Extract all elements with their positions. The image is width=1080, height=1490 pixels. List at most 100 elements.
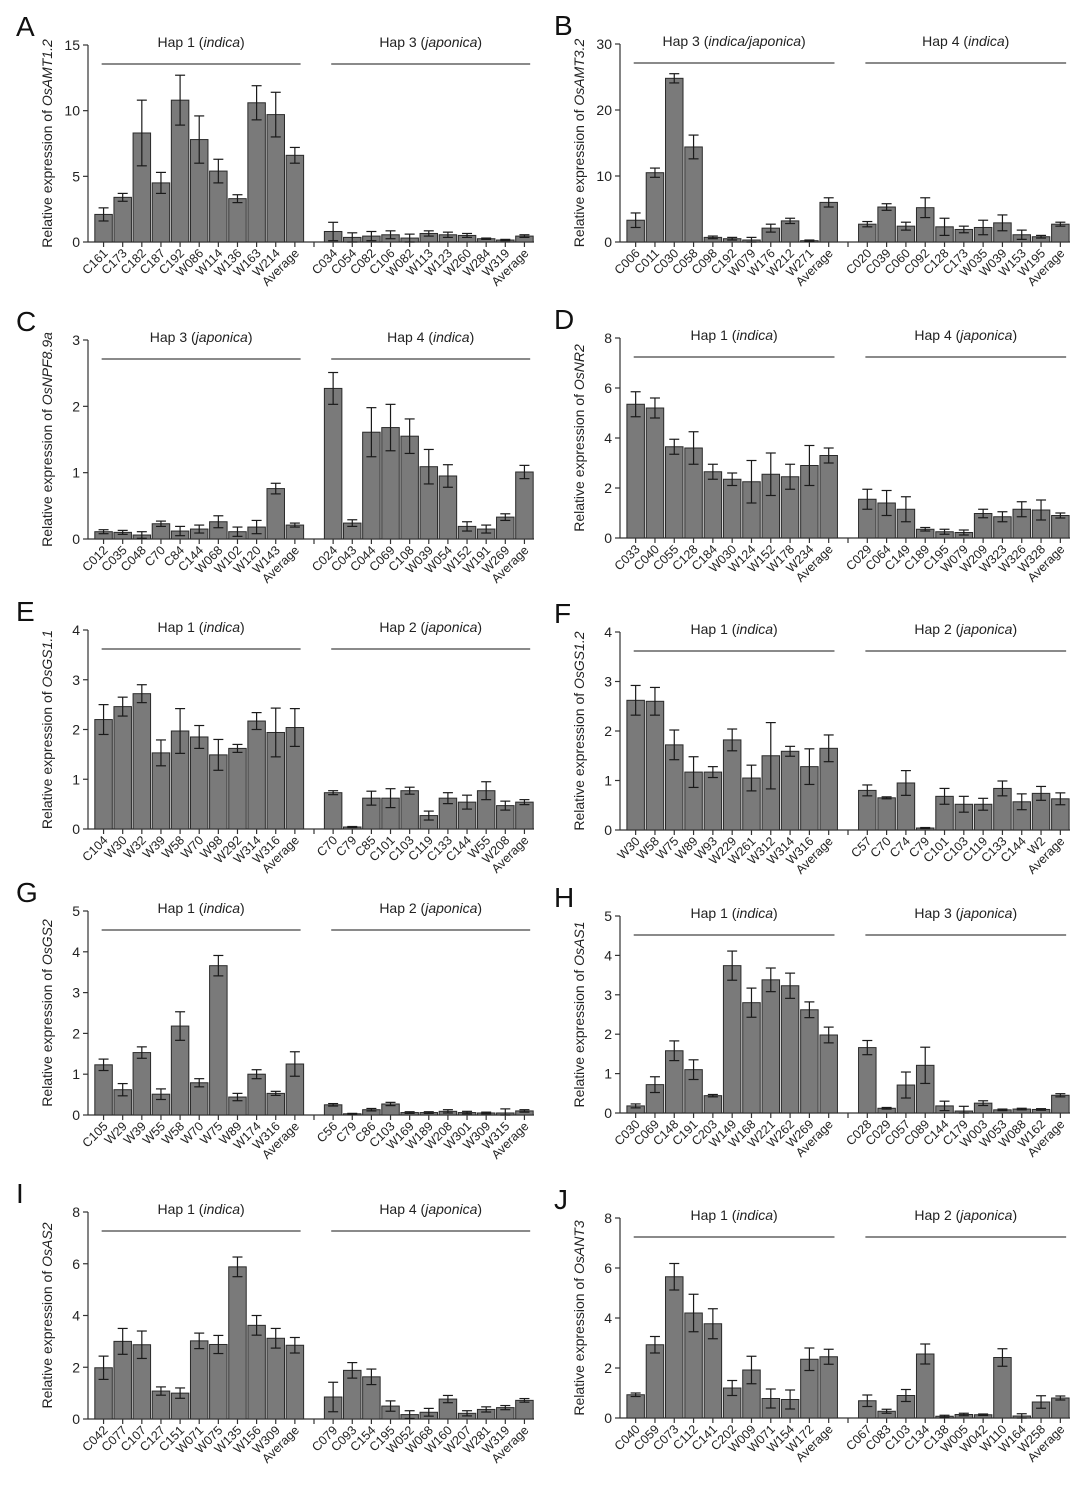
error-bar [862,1039,873,1056]
panel-letter: J [554,1184,568,1215]
error-bar [688,134,699,160]
bar [626,699,645,831]
error-bar [519,234,530,239]
y-tick-label: 1 [72,465,80,481]
error-bar [136,99,147,167]
y-tick-label: 8 [604,1210,612,1226]
subspecies-label: japonica [958,327,1012,343]
error-bar [1055,792,1066,806]
error-bar [423,230,434,237]
panel-letter: E [16,596,35,627]
bar [515,801,534,830]
error-bar [630,391,641,418]
bar [400,790,419,830]
bar [722,965,742,1114]
error-bar [920,197,931,219]
error-bar [136,1330,147,1360]
haplotype-label: Hap 1 [691,327,729,343]
paren-open: ( [195,34,204,50]
error-bar [328,221,339,242]
error-bar [366,790,377,806]
y-tick-label: 4 [72,622,80,638]
paren-open: ( [952,905,961,921]
error-bar [939,787,950,805]
error-bar [669,729,680,761]
y-axis-label-prefix: Relative expression of [39,106,55,248]
error-bar [862,1394,873,1408]
error-bar [385,788,396,809]
haplotype-label: Hap 1 [691,1207,729,1223]
haplotype-label: Hap 1 [158,34,196,50]
paren-close: ) [773,621,778,637]
y-axis-label-gene: OsGS2 [39,919,55,965]
bar [703,1095,723,1114]
error-bar [194,724,205,750]
error-bar [1036,234,1047,239]
error-bar [939,217,950,236]
error-bar [669,73,680,84]
y-tick-label: 8 [604,330,612,346]
paren-close: ) [470,329,475,345]
group-label: Hap 1 (indica) [158,619,245,635]
panel-letter: G [16,877,38,908]
error-bar [175,1387,186,1399]
bar [1051,1094,1070,1114]
y-tick-label: 6 [604,380,612,396]
bar [722,478,742,539]
error-bar [785,463,796,490]
y-tick-label: 2 [72,722,80,738]
haplotype-label: Hap 3 [379,34,417,50]
y-axis-label-gene: OsNPF8.9a [39,332,55,405]
error-bar [328,1102,339,1107]
y-tick-label: 0 [604,1105,612,1121]
error-bar [746,764,757,792]
paren-open: ( [728,621,737,637]
bar [645,700,665,831]
y-tick-label: 0 [72,1107,80,1123]
y-tick-label: 10 [64,103,80,119]
bar [626,1394,645,1419]
y-tick-label: 5 [604,908,612,924]
error-bar [500,1404,511,1411]
bar [515,471,534,540]
error-bar [270,482,281,495]
error-bar [707,235,718,240]
y-axis-label-prefix: Relative expression of [571,390,587,532]
error-bar [881,1408,892,1414]
error-bar [328,790,339,796]
error-bar [481,524,492,534]
error-bar [213,738,224,771]
error-bar [823,1348,834,1365]
error-bar [232,194,243,204]
y-tick-label: 3 [604,987,612,1003]
panel-g: G 0 1 2 3 4 5 Relative expression of OsGS2 C105 W… [0,877,540,1191]
paren-close: ) [1012,621,1017,637]
error-bar [404,786,415,795]
error-bar [117,1327,128,1355]
error-bar [136,531,147,539]
panel-letter: A [16,11,35,42]
paren-close: ) [1012,905,1017,921]
y-tick-label: 3 [72,332,80,348]
error-bar [649,1076,660,1094]
error-bar [423,1111,434,1114]
haplotype-label: Hap 1 [691,905,729,921]
subspecies-label: japonica [194,329,248,345]
paren-close: ) [1012,327,1017,343]
haplotype-label: Hap 3 [150,329,188,345]
error-bar [98,704,109,736]
y-axis-label-gene: OsNR2 [571,344,587,390]
y-axis-label-gene: OsAS1 [571,922,587,966]
bar [780,985,800,1114]
bar [113,196,132,243]
group-label: Hap 1 (indica) [691,1207,778,1223]
bar [665,77,684,243]
error-bar [462,1110,473,1115]
error-bar [669,438,680,455]
error-bar [881,203,892,211]
y-tick-label: 2 [72,1025,80,1041]
paren-close: ) [477,619,482,635]
